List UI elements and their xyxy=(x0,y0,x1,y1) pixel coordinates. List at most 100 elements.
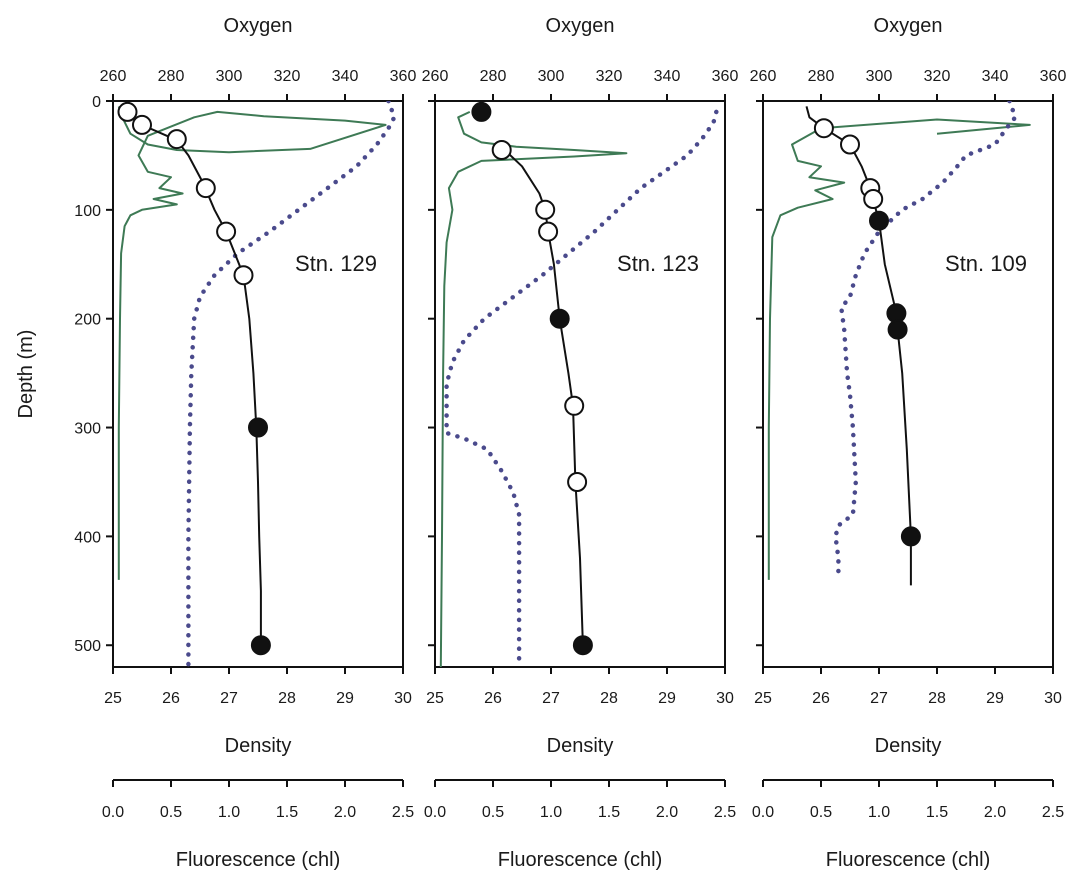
plot-frame xyxy=(762,100,1054,668)
fluorescence-tick-label: 0.5 xyxy=(810,804,832,821)
density-sample-filled xyxy=(886,303,907,324)
fluorescence-tick-label: 2.5 xyxy=(392,804,414,821)
fluorescence-tick-label: 1.5 xyxy=(926,804,948,821)
depth-tick-label: 0 xyxy=(92,94,101,111)
density-sample-filled xyxy=(572,635,593,656)
density-sample-open xyxy=(491,140,512,160)
plot-area xyxy=(117,101,397,667)
fluorescence-axis-title: Fluorescence (chl) xyxy=(826,849,991,871)
density-tick-label: 27 xyxy=(870,690,888,707)
density-tick-label: 27 xyxy=(220,690,238,707)
density-sample-filled xyxy=(549,308,570,329)
fluorescence-tick-label: 0.0 xyxy=(752,804,774,821)
fluorescence-tick-label: 1.0 xyxy=(218,804,240,821)
density-sample-filled xyxy=(887,319,908,340)
oxygen-tick-label: 300 xyxy=(216,68,243,85)
density-tick-label: 29 xyxy=(658,690,676,707)
density-tick-label: 25 xyxy=(754,690,772,707)
fluorescence-tick-label: 2.0 xyxy=(984,804,1006,821)
density-sample-filled xyxy=(869,210,889,231)
plot-area xyxy=(439,109,719,667)
density-tick-label: 28 xyxy=(600,690,618,707)
oxygen-series-line xyxy=(186,101,397,667)
fluorescence-tick-label: 2.0 xyxy=(656,804,678,821)
density-series-line xyxy=(121,105,262,646)
density-tick-label: 28 xyxy=(928,690,946,707)
density-tick-label: 26 xyxy=(812,690,830,707)
station-label: Stn. 109 xyxy=(945,251,1027,276)
density-tick-label: 25 xyxy=(104,690,122,707)
oxygen-tick-label: 320 xyxy=(596,68,623,85)
station-label: Stn. 129 xyxy=(295,251,377,276)
y-axis-title: Depth (m) xyxy=(15,330,37,419)
density-tick-label: 29 xyxy=(986,690,1004,707)
oxygen-tick-label: 340 xyxy=(654,68,681,85)
oxygen-tick-label: 280 xyxy=(158,68,185,85)
fluorescence-series-line xyxy=(439,110,628,667)
density-sample-open xyxy=(195,178,216,199)
depth-tick-label: 400 xyxy=(74,529,101,546)
density-axis-title: Density xyxy=(875,735,942,757)
density-sample-filled xyxy=(248,417,268,438)
density-tick-label: 30 xyxy=(394,690,412,707)
density-tick-label: 29 xyxy=(336,690,354,707)
oxygen-tick-label: 300 xyxy=(538,68,565,85)
oxygen-series-line xyxy=(444,109,719,667)
fluorescence-tick-label: 0.0 xyxy=(102,804,124,821)
density-sample-open xyxy=(564,395,585,416)
fluorescence-axis-title: Fluorescence (chl) xyxy=(498,849,663,871)
fluorescence-tick-label: 2.0 xyxy=(334,804,356,821)
density-sample-open xyxy=(863,189,884,209)
depth-tick-label: 500 xyxy=(74,638,101,655)
oxygen-tick-label: 340 xyxy=(332,68,359,85)
depth-tick-label: 200 xyxy=(74,312,101,329)
oxygen-tick-label: 320 xyxy=(924,68,951,85)
fluorescence-tick-label: 1.5 xyxy=(276,804,298,821)
station-label: Stn. 123 xyxy=(617,251,699,276)
density-sample-filled xyxy=(900,526,921,547)
fluorescence-series-line xyxy=(767,118,1031,580)
density-sample-open xyxy=(216,221,237,242)
fluorescence-tick-label: 0.0 xyxy=(424,804,446,821)
oxygen-tick-label: 360 xyxy=(1040,68,1067,85)
chart-panels: 0 100 200 300 400 500 260 280 300 320 340 360 Oxygen… xyxy=(74,15,1066,871)
density-tick-label: 30 xyxy=(1044,690,1062,707)
density-tick-label: 26 xyxy=(484,690,502,707)
depth-tick-label: 300 xyxy=(74,421,101,438)
oxygen-tick-label: 260 xyxy=(422,68,449,85)
oxygen-tick-label: 280 xyxy=(480,68,507,85)
density-tick-label: 26 xyxy=(162,690,180,707)
fluorescence-axis-title: Fluorescence (chl) xyxy=(176,849,341,871)
fluorescence-tick-label: 0.5 xyxy=(160,804,182,821)
density-sample-open xyxy=(233,265,254,286)
fluorescence-tick-label: 1.0 xyxy=(540,804,562,821)
density-sample-open xyxy=(840,134,860,155)
fluorescence-tick-label: 1.5 xyxy=(598,804,620,821)
fluorescence-tick-label: 1.0 xyxy=(868,804,890,821)
density-tick-label: 28 xyxy=(278,690,296,707)
oxygen-tick-label: 260 xyxy=(750,68,777,85)
density-axis-title: Density xyxy=(225,735,292,757)
panel-2: 260 280 300 320 340 360 Oxygen 25 26 27 28 29 30 Dens… xyxy=(422,15,739,871)
density-sample-filled xyxy=(250,635,271,656)
density-series-line xyxy=(498,143,584,646)
density-sample-open xyxy=(535,199,556,220)
fluorescence-series-line xyxy=(117,106,387,580)
fluorescence-tick-label: 2.5 xyxy=(714,804,736,821)
density-sample-open xyxy=(567,472,588,492)
density-sample-open xyxy=(117,101,138,122)
oxygen-tick-label: 360 xyxy=(712,68,739,85)
oxygen-tick-label: 360 xyxy=(390,68,417,85)
oxygen-tick-label: 320 xyxy=(274,68,301,85)
density-sample-open xyxy=(813,118,834,139)
panel-3: 260 280 300 320 340 360 Oxygen 25 26 27 28 29 30 Dens… xyxy=(750,15,1067,871)
oxygen-axis-title: Oxygen xyxy=(224,15,293,37)
oxygen-series-line xyxy=(833,101,1018,583)
density-axis-title: Density xyxy=(547,735,614,757)
density-tick-label: 25 xyxy=(426,690,444,707)
density-sample-open xyxy=(538,221,559,242)
oxygen-tick-label: 300 xyxy=(866,68,893,85)
fluorescence-tick-label: 2.5 xyxy=(1042,804,1064,821)
density-sample-open xyxy=(132,114,152,135)
